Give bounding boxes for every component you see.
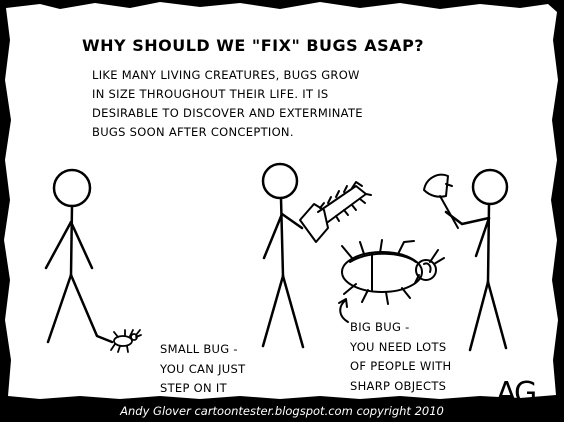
- small-bug-caption-line: YOU CAN JUST: [160, 361, 246, 376]
- stepper-right-leg: [69, 273, 114, 344]
- small-bug-caption: SMALL BUG - YOU CAN JUST STEP ON IT: [160, 340, 245, 399]
- intro-line: LIKE MANY LIVING CREATURES, BUGS GROW: [92, 68, 360, 82]
- axe-drawing: [423, 173, 459, 229]
- axe-figure-head: [471, 168, 509, 206]
- author-signature: AG: [496, 376, 537, 411]
- stepper-right-arm: [69, 220, 94, 270]
- big-bug-caption-line: SHARP OBJECTS: [350, 378, 447, 393]
- chainsaw-figure-arm-right: [280, 212, 304, 230]
- stick-figure-chainsaw: [261, 162, 305, 349]
- chainsaw-figure-body: [279, 196, 285, 278]
- axe-figure-arm-right: [474, 216, 491, 258]
- big-bug-caption-line: BIG BUG -: [350, 320, 410, 334]
- axe-figure-right-leg: [486, 280, 508, 350]
- intro-line: DESIRABLE TO DISCOVER AND EXTERMINATE: [92, 106, 363, 120]
- stepper-body: [69, 204, 74, 277]
- stick-figure-stepper: [44, 168, 114, 344]
- big-bug-caption: BIG BUG - YOU NEED LOTS OF PEOPLE WITH S…: [350, 318, 451, 396]
- big-bug-arrowhead: [338, 298, 348, 308]
- big-bug-drawing: [341, 239, 445, 305]
- intro-line: BUGS SOON AFTER CONCEPTION.: [92, 125, 294, 139]
- axe-figure-body: [486, 202, 491, 284]
- small-bug-drawing: [110, 329, 142, 353]
- stick-figure-axe: [444, 168, 509, 352]
- big-bug-caption-line: YOU NEED LOTS: [350, 339, 447, 354]
- stepper-head: [52, 168, 92, 208]
- chainsaw-figure-left-leg: [261, 274, 285, 348]
- axe-figure-left-leg: [468, 280, 490, 352]
- chainsaw-drawing: [299, 181, 372, 243]
- chainsaw-figure-head: [261, 162, 299, 200]
- stepper-left-arm: [44, 220, 73, 270]
- chainsaw-figure-arm-left: [262, 212, 284, 260]
- intro-line: IN SIZE THROUGHOUT THEIR LIFE. IT IS: [92, 87, 329, 101]
- small-bug-caption-line: STEP ON IT: [160, 381, 227, 395]
- intro-paragraph: LIKE MANY LIVING CREATURES, BUGS GROW IN…: [92, 66, 363, 142]
- stepper-left-leg: [46, 273, 73, 344]
- big-bug-caption-line: OF PEOPLE WITH: [350, 359, 452, 373]
- big-bug-arrow: [339, 299, 349, 323]
- copyright-credit: Andy Glover cartoontester.blogspot.com c…: [120, 404, 444, 418]
- small-bug-caption-line: SMALL BUG -: [160, 342, 238, 356]
- chainsaw-figure-right-leg: [281, 274, 305, 349]
- comic-title: WHY SHOULD WE "FIX" BUGS ASAP?: [82, 36, 425, 55]
